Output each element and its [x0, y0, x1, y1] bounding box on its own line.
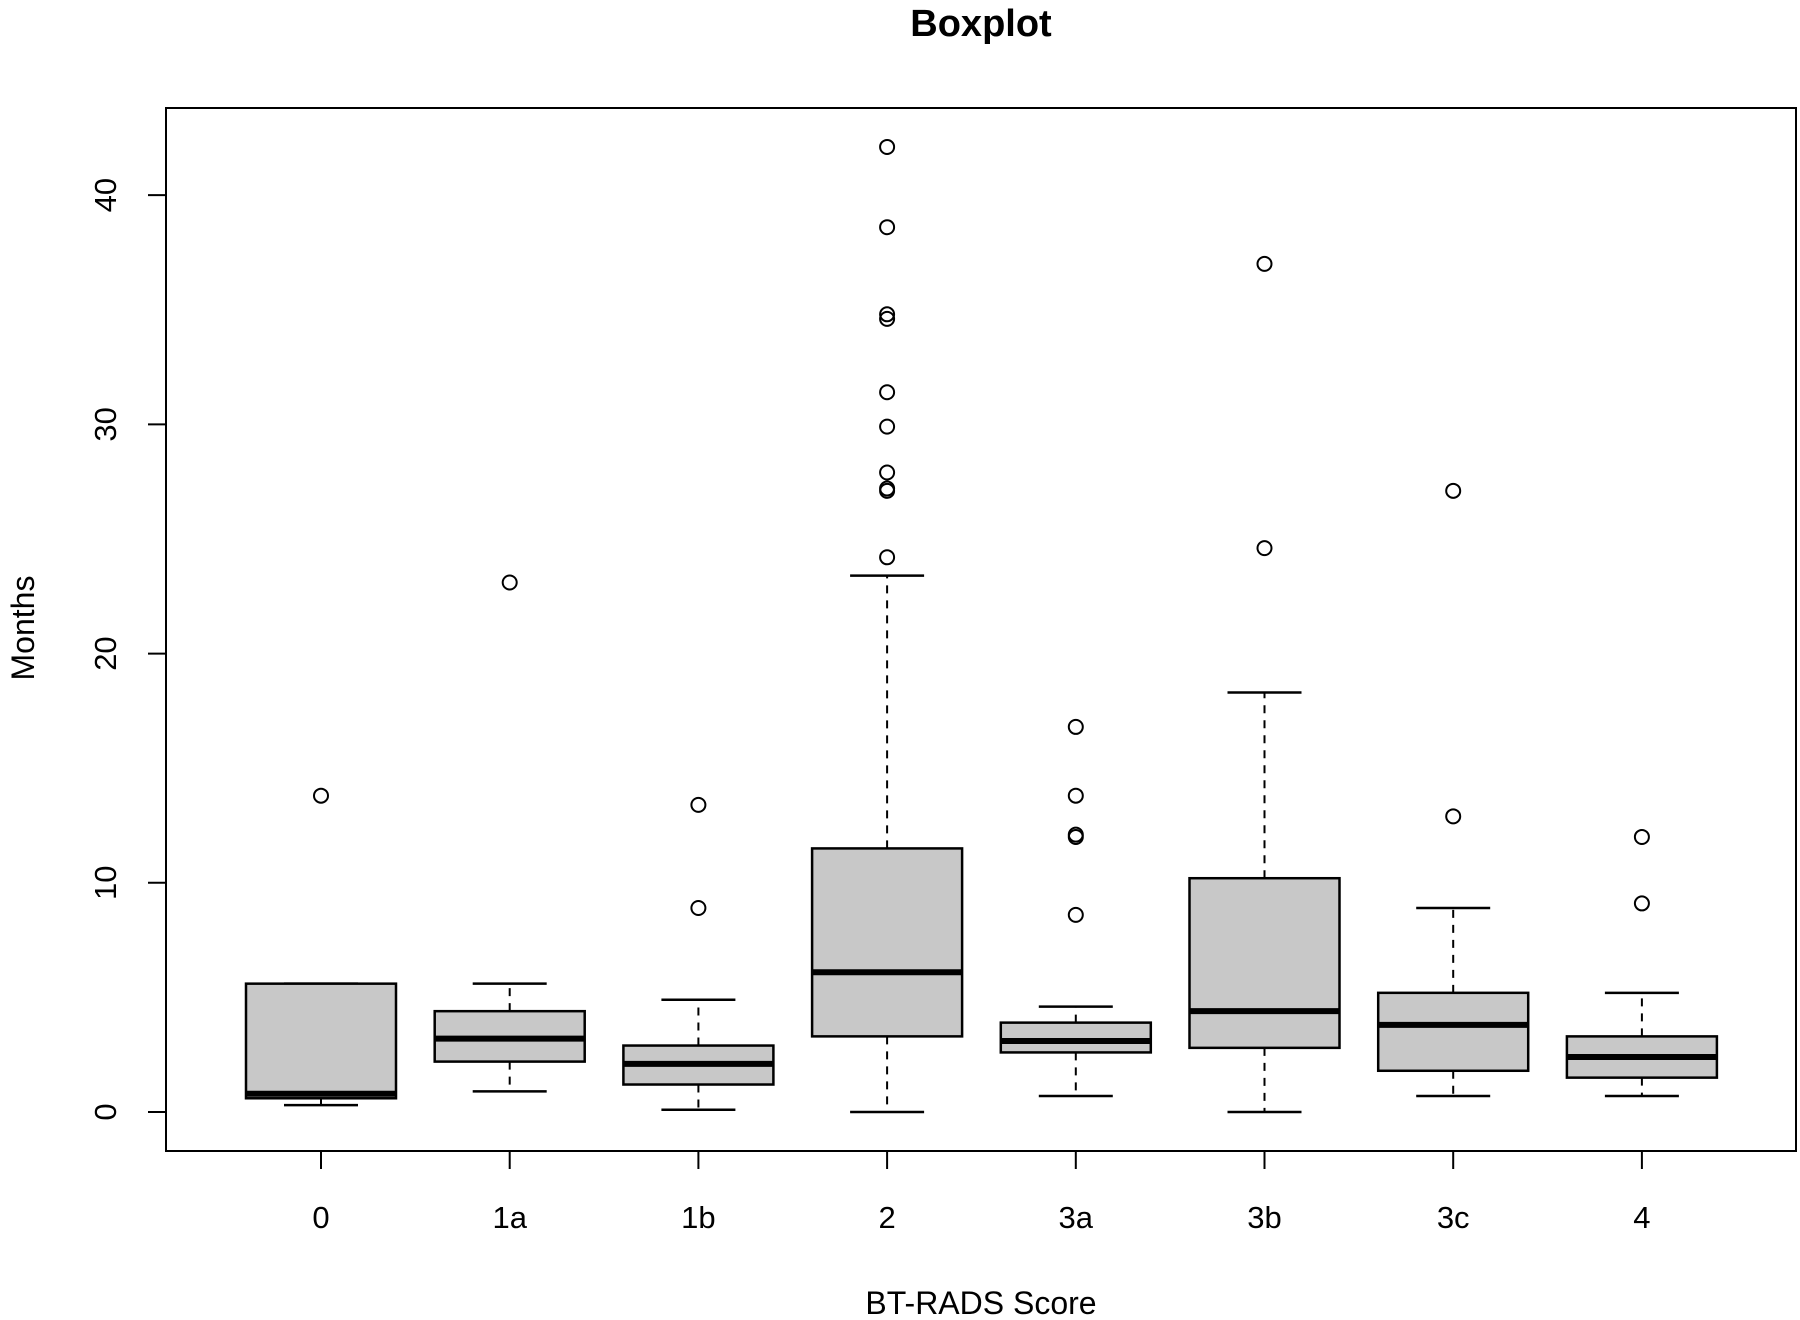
chart-title: Boxplot	[910, 3, 1052, 45]
outlier-point	[1256, 255, 1273, 272]
x-tick-label: 1b	[681, 1200, 715, 1235]
boxes-layer	[244, 138, 1719, 1114]
x-tick-label: 3c	[1437, 1200, 1470, 1235]
outlier-point	[1633, 828, 1650, 845]
x-tick-label: 2	[878, 1200, 895, 1235]
outlier-point	[1445, 808, 1462, 825]
y-tick-label: 40	[88, 178, 123, 212]
box-iqr	[1188, 876, 1341, 1050]
x-axis: 0 1a 1b 2 3a 3b 3c 4	[312, 1150, 1651, 1235]
x-tick-label: 1a	[492, 1200, 527, 1235]
outlier-point	[690, 900, 707, 917]
plot-frame	[165, 107, 1797, 1152]
x-tick-label: 4	[1633, 1200, 1650, 1235]
outlier-point	[1256, 540, 1273, 557]
y-tick-label: 20	[88, 636, 123, 670]
box-iqr	[810, 847, 964, 1038]
outlier-point	[1067, 826, 1084, 843]
outlier-point	[1445, 482, 1462, 499]
outlier-point	[879, 310, 896, 327]
outlier-point	[879, 384, 896, 401]
y-axis-label: Months	[5, 576, 41, 681]
box-iqr	[999, 1021, 1153, 1054]
outlier-point	[1067, 906, 1084, 923]
y-tick-label: 10	[88, 866, 123, 900]
box-group	[1188, 255, 1341, 1114]
outlier-point	[1633, 895, 1650, 912]
box-group	[999, 718, 1153, 1098]
outlier-point	[879, 418, 896, 435]
box-group	[244, 787, 398, 1107]
box-iqr	[1376, 991, 1530, 1073]
box-group	[622, 796, 775, 1111]
box-group	[1376, 482, 1530, 1098]
outlier-point	[1067, 718, 1084, 735]
outlier-point	[313, 787, 329, 804]
x-tick-label: 0	[312, 1200, 329, 1235]
outlier-point	[879, 549, 896, 566]
outlier-point	[879, 464, 896, 481]
box-iqr	[244, 982, 398, 1100]
y-tick-label: 0	[88, 1103, 123, 1120]
outlier-point	[690, 796, 707, 813]
outlier-point	[879, 138, 896, 155]
box-group	[433, 574, 586, 1093]
outlier-point	[879, 306, 896, 323]
x-axis-label: BT-RADS Score	[865, 1285, 1096, 1320]
y-axis: 0 10 20 30 40	[88, 178, 167, 1121]
outlier-point	[879, 480, 896, 497]
box-group	[810, 138, 964, 1114]
outlier-point	[1067, 787, 1084, 804]
box-group	[1565, 828, 1719, 1098]
y-tick-label: 30	[88, 407, 123, 441]
x-tick-label: 3a	[1059, 1200, 1094, 1235]
outlier-point	[501, 574, 518, 591]
outlier-point	[879, 219, 896, 236]
x-tick-label: 3b	[1247, 1200, 1281, 1235]
